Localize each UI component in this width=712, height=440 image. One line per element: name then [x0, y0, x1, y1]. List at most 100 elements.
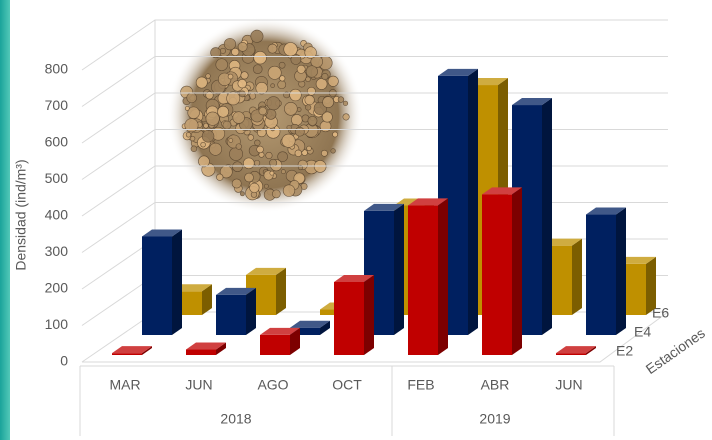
legend-label: E4 — [634, 324, 651, 340]
y-tick-label: 600 — [45, 134, 69, 150]
granule — [304, 46, 317, 59]
side-strip — [0, 0, 10, 440]
granule — [291, 114, 303, 126]
granule — [305, 65, 318, 78]
bar-top — [512, 98, 552, 106]
granule — [203, 122, 209, 129]
granule — [223, 38, 237, 51]
bar-side — [246, 287, 256, 335]
bar — [586, 207, 626, 335]
granule — [277, 80, 287, 90]
bar-side — [290, 327, 300, 355]
granule — [229, 147, 243, 161]
granule — [322, 96, 335, 109]
bar-top — [186, 342, 226, 350]
bar — [334, 275, 374, 355]
granule — [201, 130, 215, 143]
granule — [278, 61, 286, 69]
bar-top — [556, 346, 596, 354]
granule — [237, 79, 247, 89]
granule — [226, 91, 241, 106]
granule — [284, 102, 298, 116]
granule — [280, 169, 286, 175]
granule — [283, 42, 298, 57]
legend-label: E2 — [616, 343, 633, 359]
granule — [216, 173, 224, 181]
granule — [315, 78, 328, 90]
granule — [321, 73, 329, 81]
bar-side — [320, 320, 330, 335]
floor-edge — [82, 311, 669, 363]
bar-front — [482, 194, 512, 355]
granule — [250, 29, 264, 43]
granule — [256, 145, 264, 154]
granule — [267, 65, 282, 80]
granule — [195, 76, 208, 89]
granule — [321, 111, 333, 123]
granule — [239, 90, 246, 98]
bar-side — [276, 267, 286, 315]
bar-side — [202, 284, 212, 315]
granule — [187, 106, 200, 119]
bar — [290, 320, 330, 335]
grid-line — [81, 19, 668, 71]
bar-side — [216, 342, 226, 355]
granule — [289, 88, 302, 102]
y-tick-label: 500 — [45, 170, 69, 186]
granule — [330, 148, 336, 154]
granule — [305, 104, 312, 111]
x-tick-label: ABR — [481, 377, 510, 393]
granule — [189, 135, 196, 142]
granule — [184, 106, 190, 111]
y-tick-label: 0 — [60, 353, 68, 369]
granule — [294, 149, 302, 157]
granule — [264, 183, 269, 189]
x-tick-label: AGO — [257, 377, 288, 393]
granule — [217, 105, 229, 118]
granule — [239, 191, 245, 197]
granule — [209, 142, 222, 156]
bar-top — [586, 207, 626, 215]
bar-top — [112, 346, 152, 354]
granule — [190, 145, 198, 152]
granule — [267, 43, 278, 54]
bar-top — [438, 68, 478, 76]
y-tick-label: 800 — [45, 61, 69, 77]
bar — [112, 346, 152, 355]
bar-side — [586, 346, 596, 355]
granule — [332, 131, 338, 138]
bar-top — [142, 229, 182, 237]
granule — [296, 64, 306, 74]
granule — [240, 71, 249, 80]
granule — [307, 115, 318, 126]
granule — [222, 120, 232, 130]
granule — [266, 96, 281, 111]
granule — [205, 111, 220, 126]
bar — [482, 187, 522, 355]
granule — [227, 73, 234, 80]
y-tick-label: 700 — [45, 97, 69, 113]
granule — [279, 75, 286, 82]
bar-front — [586, 214, 616, 335]
bar-front — [290, 327, 320, 335]
bar — [408, 198, 448, 355]
granule — [337, 96, 345, 103]
bar-top — [260, 327, 300, 335]
bar-front — [142, 236, 172, 335]
granule — [253, 159, 261, 167]
granule — [271, 189, 281, 199]
granule — [327, 75, 339, 87]
bar-front — [260, 334, 290, 355]
bar-front — [408, 205, 438, 355]
y-tick-label: 200 — [45, 280, 69, 296]
bar-side — [394, 203, 404, 335]
granule — [304, 94, 315, 106]
granule — [253, 51, 267, 65]
bar-top — [216, 287, 256, 295]
bar-front — [556, 353, 586, 355]
bar — [186, 342, 226, 355]
bar-side — [572, 238, 582, 315]
granule — [296, 107, 302, 112]
bar-top — [246, 267, 286, 275]
